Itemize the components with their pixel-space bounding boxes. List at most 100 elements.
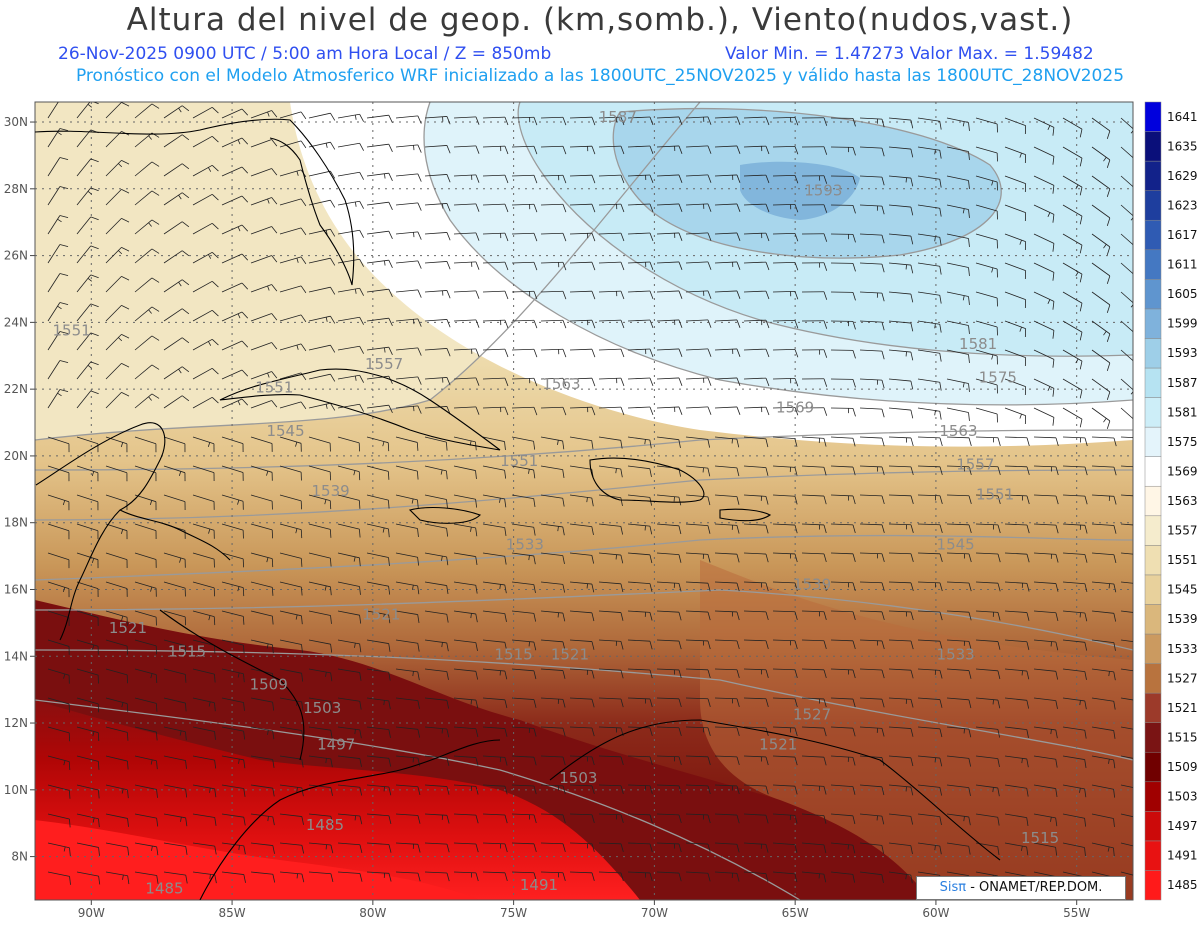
wind-barb [424,552,449,566]
wind-barb [569,813,595,823]
wind-barb [598,406,625,416]
wind-barb [569,145,596,155]
colorbar-swatch [1144,190,1162,221]
wind-barb [1033,291,1055,310]
wind-barb [192,610,216,626]
contour-label: 1587 [599,108,637,126]
wind-barb [511,784,537,795]
wind-barb [801,407,828,416]
wind-barb [192,784,217,798]
wind-barb [888,813,914,825]
wind-barb [366,436,390,452]
wind-barb [1004,523,1030,534]
wind-barb [105,246,130,264]
wind-barb [250,610,274,625]
contour-label: 1551 [976,485,1014,503]
wind-barb [714,319,741,328]
wind-barb [482,581,507,594]
wind-barb [975,233,998,249]
wind-barb [569,784,595,795]
wind-barb [337,374,364,383]
wind-barb [337,113,364,122]
wind-barb [598,784,624,794]
wind-barb [395,173,422,182]
wind-barb [859,697,885,708]
wind-barb [279,314,307,323]
wind-barb [975,813,1000,826]
wind-barb [888,581,914,592]
wind-barb [801,291,828,300]
wind-barb [627,639,653,650]
wind-barb [975,552,1001,563]
wind-barb [105,552,128,569]
wind-barb [337,813,363,825]
wind-barb [105,159,130,177]
wind-barb [917,697,943,708]
wind-barb [511,523,536,536]
wind-barb [946,262,970,276]
wind-barb [540,377,567,387]
wind-barb [47,755,71,771]
wind-barb [482,610,507,622]
colorbar-label: 1521 [1167,701,1198,715]
wind-barb [221,726,246,740]
wind-barb [105,639,128,655]
wind-barb [453,581,478,594]
wind-barb [743,813,769,824]
wind-barb [569,290,596,300]
wind-barb [975,204,998,220]
wind-barb [250,371,278,380]
wind-barb [163,871,188,884]
wind-barb [888,639,914,650]
lon-tick-label: 55W [1063,906,1090,920]
wind-barb [888,494,914,504]
wind-barb [917,523,943,533]
wind-barb [1033,233,1055,252]
wind-barb [221,311,249,322]
wind-barb [1091,233,1111,256]
colorbar-label: 1599 [1167,317,1198,331]
lon-tick-label: 80W [359,906,386,920]
wind-barb [685,116,712,125]
wind-barb [511,290,538,300]
wind-barb [221,282,249,293]
lat-tick-label: 20N [4,449,28,463]
wind-barb [627,319,654,329]
wind-barb [221,494,244,510]
wind-barb [1004,726,1029,738]
wind-barb [656,610,682,621]
wind-barb [279,726,304,739]
legend-colorbar: 1485 1491 1497 1503 1509 1515 1521 1527 1533 1539… [1144,101,1198,901]
wind-barb [743,523,769,534]
wind-barb [714,842,740,853]
wind-barb [395,784,421,796]
wind-barb [801,813,827,824]
wind-barb [337,610,362,624]
wind-barb [714,348,741,357]
wind-barb [801,523,827,534]
wind-barb [801,552,827,563]
wind-barb [366,755,392,767]
wind-barb [424,668,449,680]
wind-barb [1004,581,1030,592]
contour-label: 1533 [506,535,544,553]
wind-barb [772,465,798,476]
wind-barb [337,258,364,267]
wind-barb [250,552,274,568]
wind-barb [772,755,798,766]
wind-barb [540,116,567,126]
wind-barb [714,581,740,592]
wind-barb [743,755,769,766]
wind-barb [946,146,970,160]
wind-barb [946,581,972,592]
colorbar-swatch [1144,160,1162,191]
wind-barb [134,436,157,453]
wind-barb [192,251,219,264]
wind-barb [482,755,508,766]
wind-barb [859,175,885,186]
wind-barb [772,610,798,620]
wind-barb [946,291,970,305]
wind-barb [685,319,712,328]
wind-barb [482,552,507,565]
wind-barb [453,145,480,154]
